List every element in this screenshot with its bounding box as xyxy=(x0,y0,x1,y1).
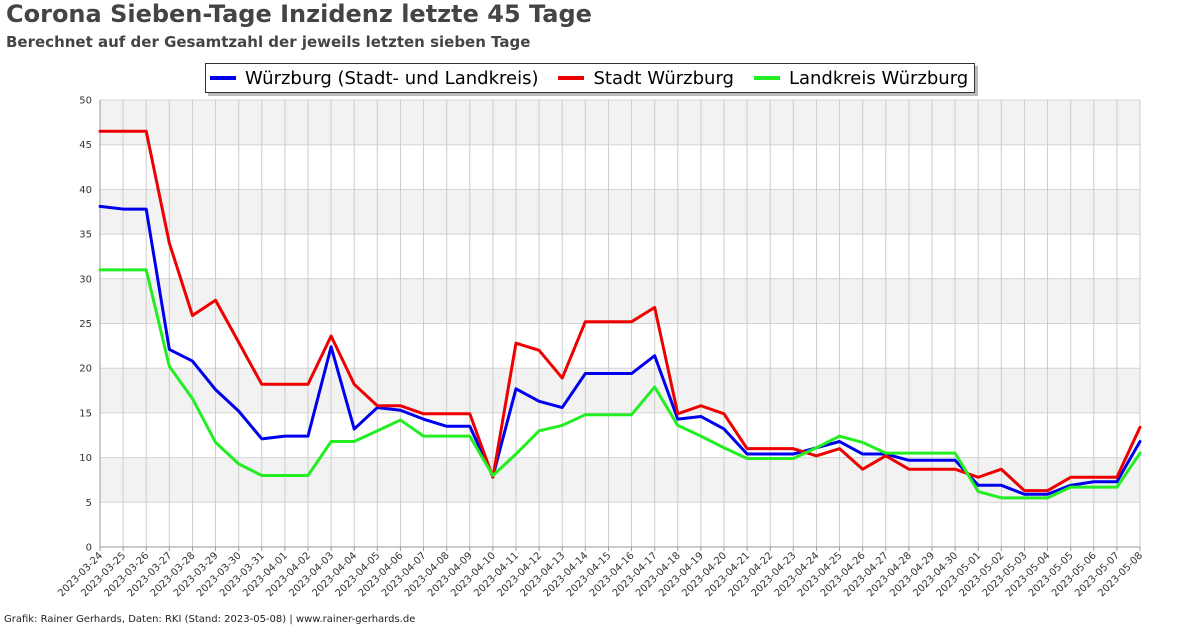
grid-band xyxy=(100,368,1140,413)
y-tick-label: 10 xyxy=(79,453,92,464)
chart-footer-credit: Grafik: Rainer Gerhards, Daten: RKI (Sta… xyxy=(4,614,416,625)
legend-label-stadt: Stadt Würzburg xyxy=(593,67,734,89)
grid-band xyxy=(100,412,1140,458)
y-tick-label: 0 xyxy=(86,543,92,554)
grid-band xyxy=(100,234,1140,279)
chart-title: Corona Sieben-Tage Inzidenz letzte 45 Ta… xyxy=(6,0,592,28)
grid-band xyxy=(100,278,1140,324)
legend-swatch-wuerzburg-total xyxy=(210,76,236,80)
legend-swatch-stadt xyxy=(558,76,585,80)
y-tick-label: 5 xyxy=(86,498,92,509)
chart-subtitle: Berechnet auf der Gesamtzahl der jeweils… xyxy=(6,33,531,51)
chart-legend: Würzburg (Stadt- und Landkreis) Stadt Wü… xyxy=(205,63,976,93)
y-tick-label: 15 xyxy=(79,408,92,419)
legend-label-wuerzburg-total: Würzburg (Stadt- und Landkreis) xyxy=(245,67,539,89)
y-tick-label: 20 xyxy=(79,364,92,375)
grid-band xyxy=(100,100,1140,145)
legend-item-landkreis: Landkreis Würzburg xyxy=(753,67,969,89)
legend-label-landkreis: Landkreis Würzburg xyxy=(788,67,969,89)
grid-band xyxy=(100,502,1140,547)
grid-band xyxy=(100,457,1140,503)
grid-band xyxy=(100,144,1140,190)
series-line-2 xyxy=(98,268,1142,500)
y-tick-label: 40 xyxy=(79,185,92,196)
legend-item-stadt: Stadt Würzburg xyxy=(558,67,734,89)
legend-item-wuerzburg-total: Würzburg (Stadt- und Landkreis) xyxy=(210,68,538,89)
y-tick-label: 25 xyxy=(79,319,92,330)
grid-band xyxy=(100,189,1140,235)
y-tick-label: 35 xyxy=(79,230,92,241)
legend-swatch-landkreis xyxy=(753,76,780,80)
y-tick-label: 50 xyxy=(79,96,92,107)
y-tick-label: 45 xyxy=(79,140,92,151)
grid-band xyxy=(100,323,1140,369)
y-tick-label: 30 xyxy=(79,274,92,285)
